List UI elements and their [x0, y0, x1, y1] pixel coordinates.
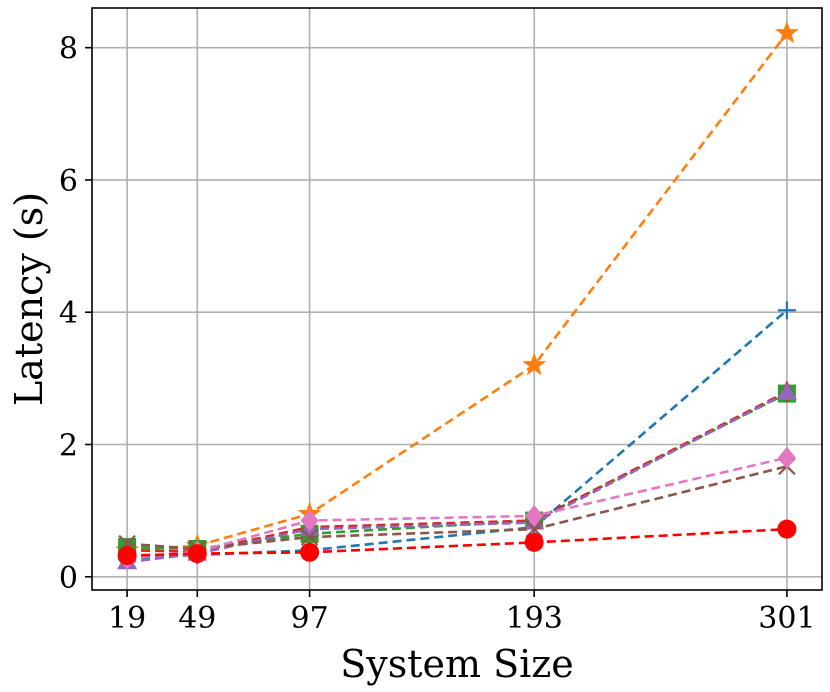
data-point — [300, 542, 320, 562]
series-pink-diamond — [118, 446, 796, 570]
series-red-circle — [117, 519, 797, 566]
y-tick-label: 6 — [59, 164, 78, 199]
data-point — [775, 20, 799, 44]
series-line — [127, 392, 788, 551]
ticks: 19 49 97 193 301 0 2 4 6 8 — [59, 32, 816, 636]
data-point — [187, 544, 207, 564]
series-line — [127, 309, 788, 560]
series-brown-x — [118, 457, 796, 558]
data-point — [300, 528, 319, 546]
series-blue-plus — [118, 301, 796, 568]
data-point — [525, 504, 544, 527]
series-line — [126, 456, 788, 560]
x-tick-label: 19 — [108, 601, 146, 636]
data-point — [300, 509, 319, 532]
axes-frame — [91, 7, 823, 591]
x-tick-label: 49 — [178, 601, 216, 636]
data-point — [776, 381, 797, 400]
y-tick-label: 8 — [59, 32, 78, 67]
x-tick-label: 301 — [758, 601, 815, 636]
data-point — [117, 546, 137, 566]
data-point — [777, 446, 796, 469]
data-point — [522, 352, 547, 376]
series-line — [127, 32, 788, 552]
data-point — [524, 532, 544, 552]
x-tick-label: 97 — [291, 601, 329, 636]
plot-area — [115, 20, 799, 570]
x-tick-label: 193 — [506, 601, 563, 636]
y-tick-label: 2 — [59, 429, 78, 464]
data-point — [777, 519, 797, 539]
y-tick-label: 4 — [59, 296, 78, 331]
x-axis-label: System Size — [340, 642, 574, 686]
data-point — [777, 301, 796, 320]
grid — [92, 8, 822, 590]
series-purple-triangle — [117, 381, 797, 570]
data-point — [525, 520, 543, 538]
y-tick-label: 0 — [59, 561, 78, 596]
y-axis-label: Latency (s) — [7, 192, 51, 406]
